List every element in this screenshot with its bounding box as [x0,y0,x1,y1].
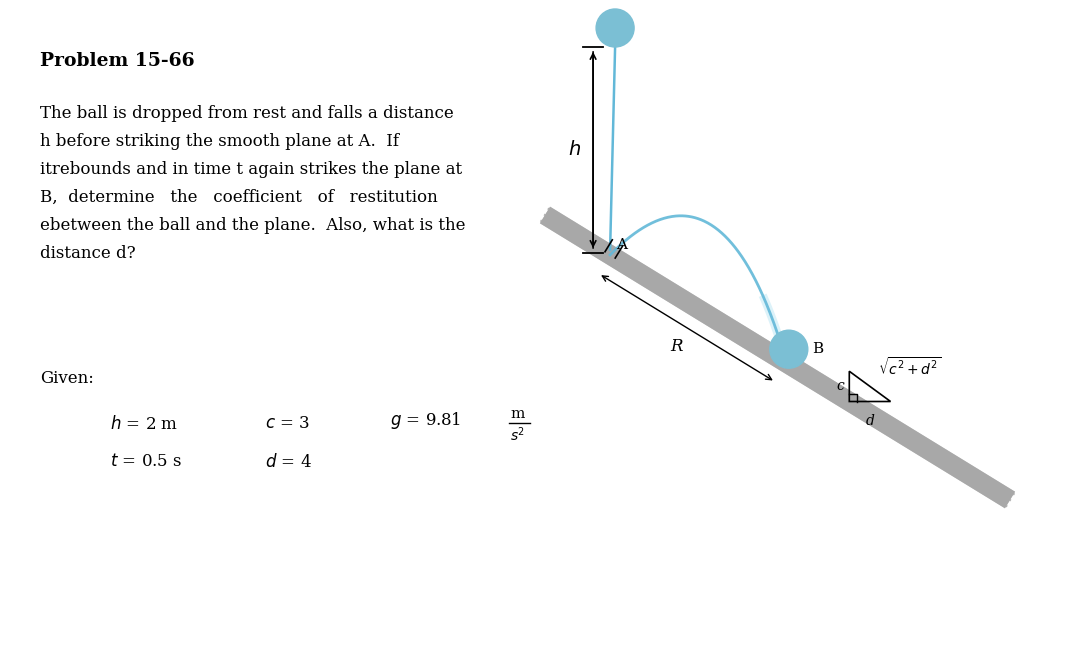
Text: $d$ = 4: $d$ = 4 [265,453,312,471]
Text: c: c [836,379,844,393]
Text: B: B [811,342,823,356]
Text: itrebounds and in time t again strikes the plane at: itrebounds and in time t again strikes t… [40,161,462,178]
Text: ebetween the ball and the plane.  Also, what is the: ebetween the ball and the plane. Also, w… [40,217,465,234]
Text: $s^2$: $s^2$ [510,425,525,444]
Text: $h$ = 2 m: $h$ = 2 m [110,415,178,433]
Text: R: R [671,338,683,355]
Text: The ball is dropped from rest and falls a distance: The ball is dropped from rest and falls … [40,105,454,122]
Text: $h$: $h$ [568,141,582,160]
Circle shape [769,330,808,368]
Text: Problem 15-66: Problem 15-66 [40,52,194,70]
Text: $\sqrt{c^2+d^2}$: $\sqrt{c^2+d^2}$ [878,357,941,378]
Text: $g$ = 9.81: $g$ = 9.81 [390,410,461,431]
Text: B,  determine   the   coefficient   of   restitution: B, determine the coefficient of restitut… [40,189,438,206]
Text: m: m [510,407,524,421]
Text: A: A [616,238,627,252]
Text: h before striking the smooth plane at A.  If: h before striking the smooth plane at A.… [40,133,399,150]
Circle shape [596,9,634,47]
Text: $c$ = 3: $c$ = 3 [265,415,310,432]
Text: distance d?: distance d? [40,245,136,262]
Text: $t$ = 0.5 s: $t$ = 0.5 s [110,453,182,470]
Text: d: d [865,414,874,428]
Text: Given:: Given: [40,370,94,387]
